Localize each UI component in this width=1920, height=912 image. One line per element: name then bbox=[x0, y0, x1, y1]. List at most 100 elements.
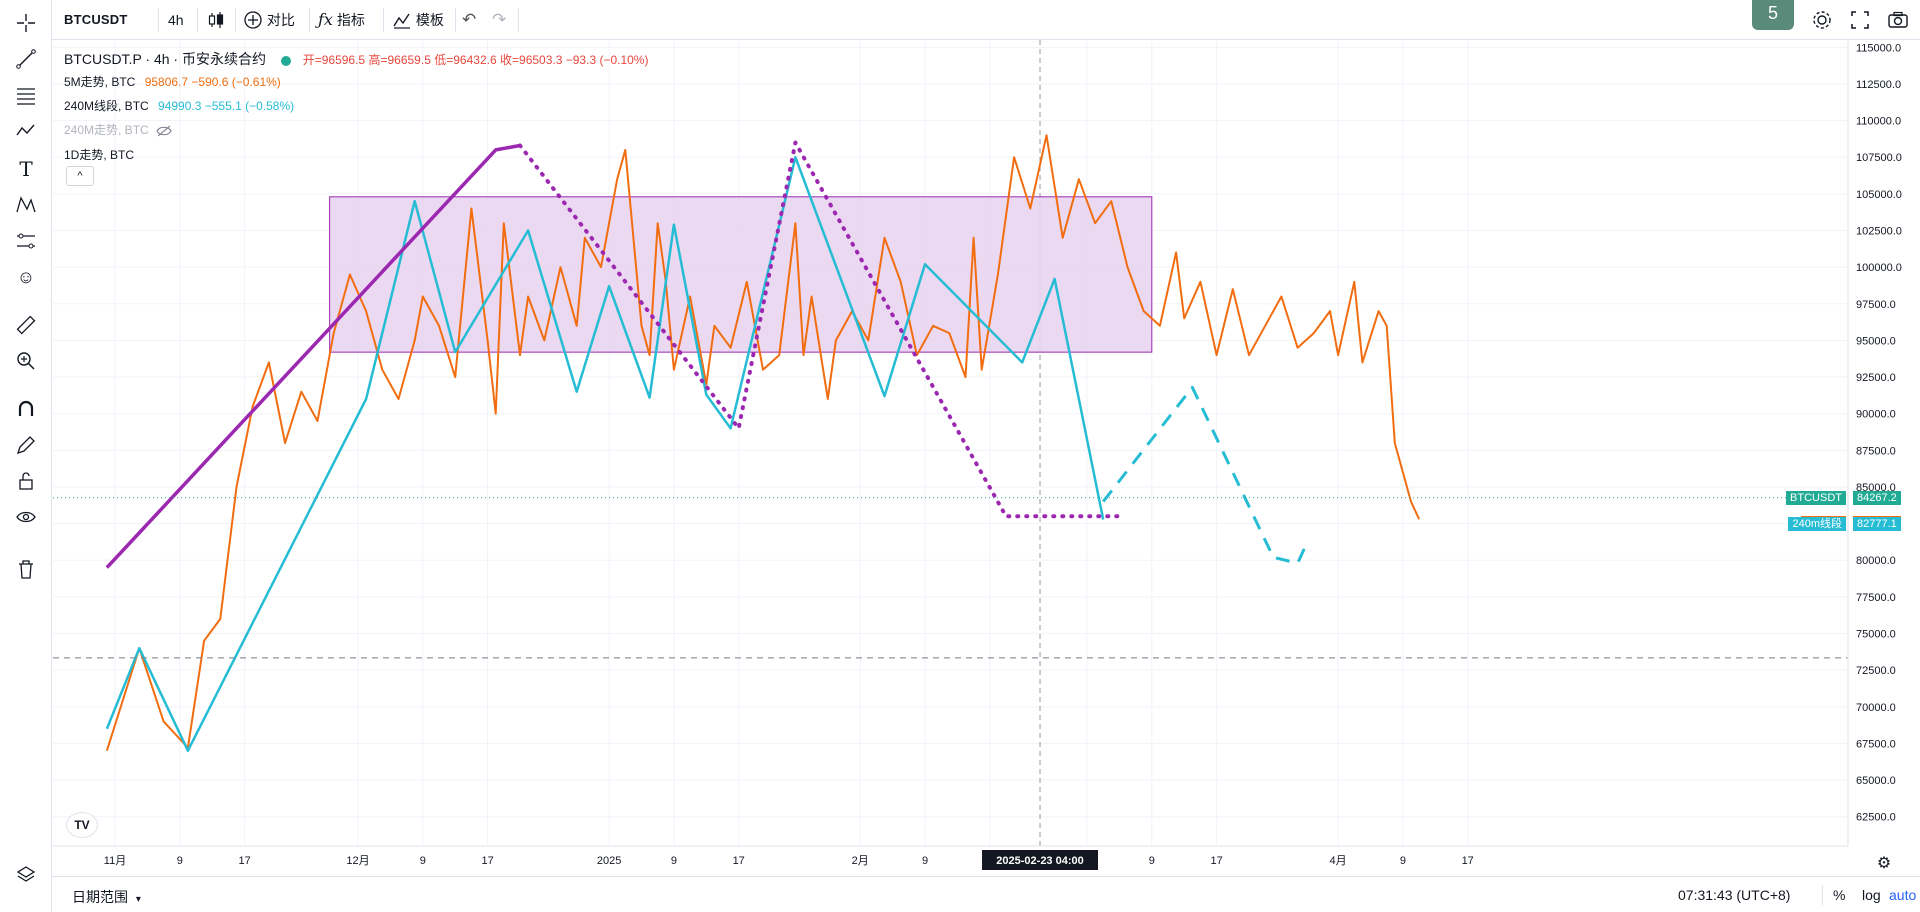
xabcd-tool[interactable] bbox=[13, 192, 39, 218]
price-tick-label: 90000.0 bbox=[1856, 409, 1896, 421]
snapshot-button[interactable] bbox=[1886, 6, 1910, 34]
series-price-tag: 84267.2 bbox=[1853, 490, 1901, 505]
bottom-toolbar: 日期范围 ▾ 07:31:43 (UTC+8) % log auto bbox=[52, 876, 1920, 912]
tradingview-logo: TV bbox=[66, 812, 98, 838]
compare-label: 对比 bbox=[266, 12, 295, 28]
indicator-legend-5m[interactable]: 5M走势, BTC 95806.7 −590.6 (−0.61%) bbox=[64, 73, 281, 90]
plus-circle-icon bbox=[244, 11, 262, 29]
top-toolbar: BTCUSDT 4h 对比 ƒx 指标 模板 ↶ ↷ 5 bbox=[0, 0, 1920, 40]
close-label: 收 bbox=[499, 53, 512, 67]
high-value: 96659.5 bbox=[387, 53, 431, 67]
eye-hidden-icon[interactable] bbox=[156, 123, 172, 137]
price-tick-label: 65000.0 bbox=[1856, 775, 1896, 787]
text-tool-icon[interactable]: T bbox=[19, 157, 33, 181]
trendline-icon bbox=[16, 49, 36, 69]
price-tick-label: 92500.0 bbox=[1856, 372, 1896, 384]
candle-style-button[interactable] bbox=[206, 6, 228, 34]
lock-tool[interactable] bbox=[13, 468, 39, 494]
clock-time[interactable]: 07:31:43 (UTC+8) bbox=[1678, 887, 1791, 903]
drawing-toolbar: T ☺ bbox=[0, 0, 52, 912]
remove-drawings-tool[interactable] bbox=[13, 556, 39, 582]
price-tick-label: 107500.0 bbox=[1856, 152, 1902, 164]
stay-drawing-tool[interactable] bbox=[13, 432, 39, 458]
toolbar-divider bbox=[158, 8, 159, 32]
open-label: 开 bbox=[302, 53, 315, 67]
indicator-name: 240M线段, BTC bbox=[64, 99, 149, 113]
toolbar-divider bbox=[383, 8, 384, 32]
time-tick-label: 9 bbox=[922, 855, 928, 867]
close-value: 96503.3 bbox=[519, 53, 563, 67]
market-open-dot bbox=[281, 55, 292, 66]
series-line-5M走势 bbox=[105, 134, 1421, 752]
series-name-tag: BTCUSDT bbox=[1786, 490, 1846, 505]
toolbar-divider bbox=[197, 8, 198, 32]
date-range-button[interactable]: 日期范围 ▾ bbox=[72, 887, 141, 907]
emoji-icon[interactable]: ☺ bbox=[16, 266, 36, 287]
toolbar-divider bbox=[518, 8, 519, 32]
toolbar-divider bbox=[235, 8, 236, 32]
settings-button[interactable] bbox=[1810, 6, 1834, 34]
interval-button[interactable]: 4h bbox=[168, 12, 184, 28]
forecast-tool[interactable] bbox=[13, 228, 39, 254]
hide-tool[interactable] bbox=[13, 504, 39, 530]
eye-icon bbox=[16, 511, 36, 523]
price-tick-label: 77500.0 bbox=[1856, 592, 1896, 604]
horizontal-line-layer: 73337.0 bbox=[53, 497, 1911, 666]
series-name-tag: 240m线段 bbox=[1788, 516, 1846, 531]
fullscreen-button[interactable] bbox=[1848, 6, 1872, 34]
redo-icon[interactable]: ↷ bbox=[492, 10, 507, 29]
date-range-label: 日期范围 bbox=[72, 889, 128, 905]
price-tick-label: 102500.0 bbox=[1856, 226, 1902, 238]
crosshair-tool[interactable] bbox=[13, 10, 39, 36]
indicators-button[interactable]: ƒx 指标 bbox=[318, 6, 365, 34]
price-axis-bg bbox=[1848, 40, 1920, 846]
pattern-tool[interactable] bbox=[13, 118, 39, 144]
templates-button[interactable]: 模板 bbox=[392, 6, 444, 34]
fullscreen-icon bbox=[1851, 11, 1869, 29]
undo-icon[interactable]: ↶ bbox=[462, 10, 477, 29]
price-tick-label: 115000.0 bbox=[1856, 42, 1901, 54]
open-value: 96596.5 bbox=[321, 53, 366, 67]
toolbar-divider bbox=[309, 8, 310, 32]
auto-toggle[interactable]: auto bbox=[1889, 887, 1917, 903]
indicator-legend-240m-trend[interactable]: 240M走势, BTC bbox=[64, 121, 172, 138]
percent-toggle[interactable]: % bbox=[1833, 887, 1846, 903]
price-tick-label: 105000.0 bbox=[1856, 189, 1902, 201]
object-tree-tool[interactable] bbox=[13, 862, 39, 888]
log-toggle[interactable]: log bbox=[1862, 887, 1881, 903]
low-value: 96432.6 bbox=[453, 53, 497, 67]
time-tick-label: 9 bbox=[1400, 855, 1406, 867]
zoom-tool[interactable] bbox=[13, 348, 39, 374]
notification-badge[interactable]: 5 bbox=[1752, 0, 1794, 30]
high-label: 高 bbox=[368, 53, 381, 67]
time-tick-label: 11月 bbox=[104, 855, 126, 867]
magnet-tool[interactable] bbox=[13, 396, 39, 422]
indicator-name: 5M走势, BTC bbox=[64, 75, 136, 89]
fib-tool[interactable] bbox=[13, 82, 39, 108]
gear-icon bbox=[1813, 11, 1831, 29]
zoom-in-icon bbox=[17, 352, 35, 370]
price-tick-label: 62500.0 bbox=[1856, 812, 1896, 824]
series-line-240m线段 bbox=[105, 155, 1105, 752]
main-legend: BTCUSDT.P · 4h · 币安永续合约 开=96596.5 高=9665… bbox=[64, 51, 649, 67]
indicator-legend-240m-segment[interactable]: 240M线段, BTC 94990.3 −555.1 (−0.58%) bbox=[64, 97, 294, 114]
time-tick-label: 17 bbox=[238, 855, 250, 867]
indicator-legend-1d[interactable]: 1D走势, BTC bbox=[64, 146, 134, 163]
magnet-icon bbox=[18, 400, 34, 416]
box-zone-rect bbox=[329, 196, 1153, 353]
time-tick-label: 9 bbox=[671, 855, 677, 867]
main-symbol-title[interactable]: BTCUSDT.P · 4h · 币安永续合约 bbox=[64, 51, 266, 67]
ruler-tool[interactable] bbox=[13, 312, 39, 338]
time-tick-label: 9 bbox=[420, 855, 426, 867]
indicator-value: 95806.7 −590.6 (−0.61%) bbox=[144, 75, 281, 89]
symbol-search-button[interactable]: BTCUSDT bbox=[64, 12, 128, 27]
price-tick-label: 95000.0 bbox=[1856, 335, 1896, 347]
trendline-tool[interactable] bbox=[13, 46, 39, 72]
crosshair-time-label: 2025-02-23 04:00 bbox=[996, 855, 1083, 867]
indicators-label: 指标 bbox=[336, 12, 365, 28]
time-tick-label: 17 bbox=[1462, 855, 1474, 867]
compare-button[interactable]: 对比 bbox=[243, 6, 295, 34]
price-tick-label: 110000.0 bbox=[1856, 116, 1901, 128]
collapse-legend-button[interactable]: ^ bbox=[66, 166, 94, 186]
